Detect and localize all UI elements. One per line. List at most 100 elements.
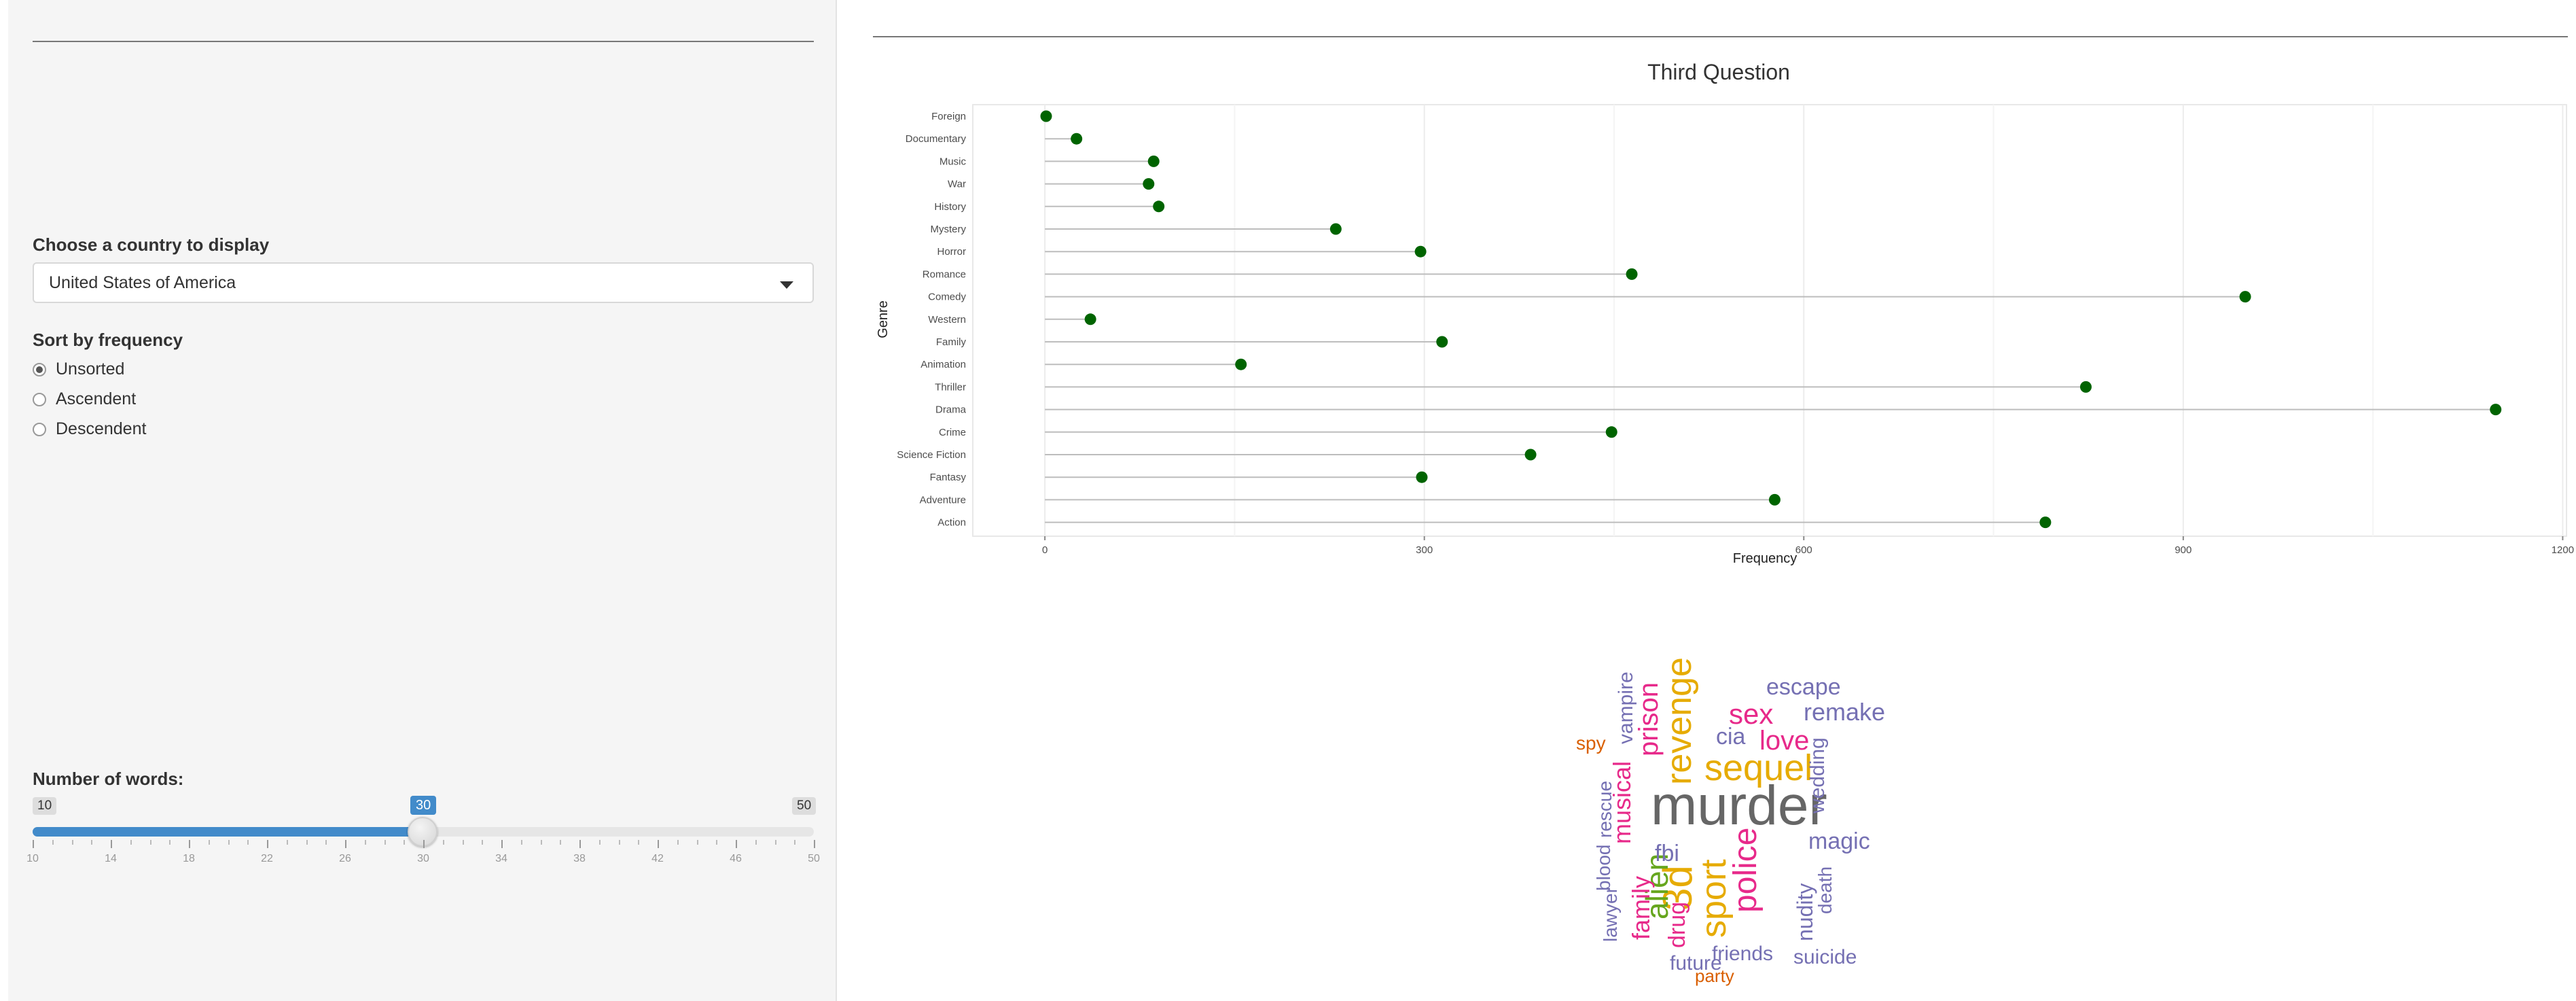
lollipop-point bbox=[1040, 110, 1052, 122]
word-cloud-word: love bbox=[1759, 726, 1809, 756]
country-label: Choose a country to display bbox=[33, 234, 270, 255]
lollipop-point bbox=[1414, 245, 1427, 258]
lollipop-point bbox=[2039, 516, 2052, 529]
lollipop-point bbox=[1143, 178, 1155, 190]
slider-tick bbox=[306, 840, 308, 845]
lollipop-point bbox=[1605, 426, 1617, 438]
lollipop-point bbox=[1768, 493, 1781, 506]
word-cloud-word: nudity bbox=[1793, 883, 1817, 941]
word-cloud-word: death bbox=[1814, 866, 1836, 914]
slider-min-label: 10 bbox=[33, 797, 57, 815]
slider-tick bbox=[598, 840, 601, 845]
word-cloud-word: suicide bbox=[1793, 946, 1857, 968]
x-axis-label: Frequency bbox=[1733, 551, 1797, 566]
slider-tick bbox=[658, 840, 659, 848]
word-cloud-word: blood bbox=[1593, 844, 1614, 891]
word-cloud-word: party bbox=[1695, 966, 1734, 986]
slider-tick-label: 14 bbox=[105, 853, 117, 864]
y-tick-label: Drama bbox=[935, 404, 967, 416]
radio-button[interactable] bbox=[33, 393, 46, 406]
slider-tick bbox=[267, 840, 268, 848]
chart-title: Third Question bbox=[1647, 60, 1790, 84]
x-tick-label: 1200 bbox=[2552, 544, 2574, 556]
y-tick-label: Fantasy bbox=[930, 472, 967, 483]
slider-tick-label: 30 bbox=[417, 853, 429, 864]
slider-value-label: 30 bbox=[410, 796, 437, 815]
slider-tick bbox=[130, 840, 132, 845]
word-cloud-word: family bbox=[1627, 876, 1655, 940]
word-cloud-word: magic bbox=[1808, 828, 1870, 854]
radio-button-selected[interactable] bbox=[33, 363, 46, 376]
word-cloud-word: sequel bbox=[1704, 748, 1812, 788]
slider-tick bbox=[677, 840, 679, 845]
y-tick-label: Comedy bbox=[928, 292, 966, 303]
lollipop-point bbox=[2490, 404, 2502, 416]
slider-tick-label: 46 bbox=[730, 853, 742, 864]
word-cloud-word: prison bbox=[1634, 682, 1664, 756]
slider-max-label: 50 bbox=[792, 797, 817, 815]
chart-rows: Foreign Documentary Music War History Mystery… bbox=[897, 110, 2502, 529]
lollipop-point bbox=[1436, 336, 1448, 348]
word-cloud-word: future bbox=[1670, 952, 1722, 974]
radio-button[interactable] bbox=[33, 423, 46, 436]
words-label: Number of words: bbox=[33, 769, 184, 789]
slider-tick-label: 22 bbox=[261, 853, 273, 864]
slider-tick bbox=[247, 840, 249, 845]
slider-tick bbox=[111, 840, 112, 848]
main-divider bbox=[873, 36, 2568, 37]
word-cloud-word: 3d bbox=[1655, 865, 1700, 911]
slider-tick bbox=[579, 840, 581, 848]
slider-tick bbox=[755, 840, 757, 845]
y-tick-label: Music bbox=[940, 156, 967, 167]
slider-tick bbox=[286, 840, 288, 845]
slider-tick bbox=[91, 840, 93, 845]
grid-lines bbox=[1044, 105, 2564, 536]
y-tick-label: Documentary bbox=[906, 133, 967, 145]
slider-tick bbox=[71, 840, 73, 845]
word-cloud-word: remake bbox=[1804, 698, 1885, 726]
word-cloud-word: rescue bbox=[1594, 781, 1615, 838]
x-tick-label: 600 bbox=[1795, 544, 1812, 556]
slider-tick-label: 10 bbox=[26, 853, 39, 864]
chevron-down-icon[interactable] bbox=[780, 281, 793, 289]
y-tick-label: Horror bbox=[937, 246, 966, 258]
y-tick-label: Romance bbox=[923, 268, 966, 280]
word-cloud-word: police bbox=[1728, 828, 1764, 913]
lollipop-chart: Third Question Foreign Documentary Music Wa… bbox=[876, 60, 2574, 566]
slider-tick bbox=[501, 840, 503, 848]
slider-tick bbox=[794, 840, 796, 845]
lollipop-point bbox=[1329, 223, 1342, 235]
radio-label: Unsorted bbox=[56, 359, 125, 379]
slider-tick bbox=[228, 840, 230, 845]
lollipop-point bbox=[1235, 358, 1247, 370]
x-tick-label: 300 bbox=[1416, 544, 1433, 556]
plot-panel bbox=[972, 104, 2567, 537]
slider-tick bbox=[638, 840, 640, 845]
slider-tick bbox=[189, 840, 190, 848]
y-tick-label: Crime bbox=[939, 427, 966, 438]
slider-ticks bbox=[33, 840, 815, 860]
word-cloud-word: wedding bbox=[1806, 737, 1829, 814]
slider-tick-label: 38 bbox=[573, 853, 586, 864]
slider-tick bbox=[560, 840, 562, 845]
word-cloud-word: escape bbox=[1766, 674, 1841, 700]
y-tick-label: Foreign bbox=[931, 111, 966, 122]
y-tick-label: Family bbox=[936, 336, 967, 348]
lollipop-point bbox=[2079, 381, 2092, 393]
slider-tick bbox=[384, 840, 386, 845]
slider-handle[interactable] bbox=[408, 817, 437, 847]
radio-label: Ascendent bbox=[56, 389, 137, 408]
slider-tick-label: 18 bbox=[183, 853, 195, 864]
country-select[interactable]: United States of America bbox=[33, 262, 814, 303]
y-tick-label: Animation bbox=[920, 359, 966, 370]
x-tick-label: 900 bbox=[2175, 544, 2192, 556]
lollipop-point bbox=[1147, 155, 1160, 167]
word-cloud-word: sex bbox=[1729, 698, 1773, 730]
word-cloud-word: cia bbox=[1716, 724, 1746, 750]
word-cloud-word: sport bbox=[1694, 859, 1734, 938]
slider-tick bbox=[618, 840, 620, 845]
y-tick-label: Mystery bbox=[931, 224, 967, 235]
slider-tick bbox=[482, 840, 484, 845]
word-cloud-word: vampire bbox=[1615, 671, 1637, 744]
x-axis-ticks: 0 300 600 900 1200 bbox=[1042, 536, 2574, 556]
